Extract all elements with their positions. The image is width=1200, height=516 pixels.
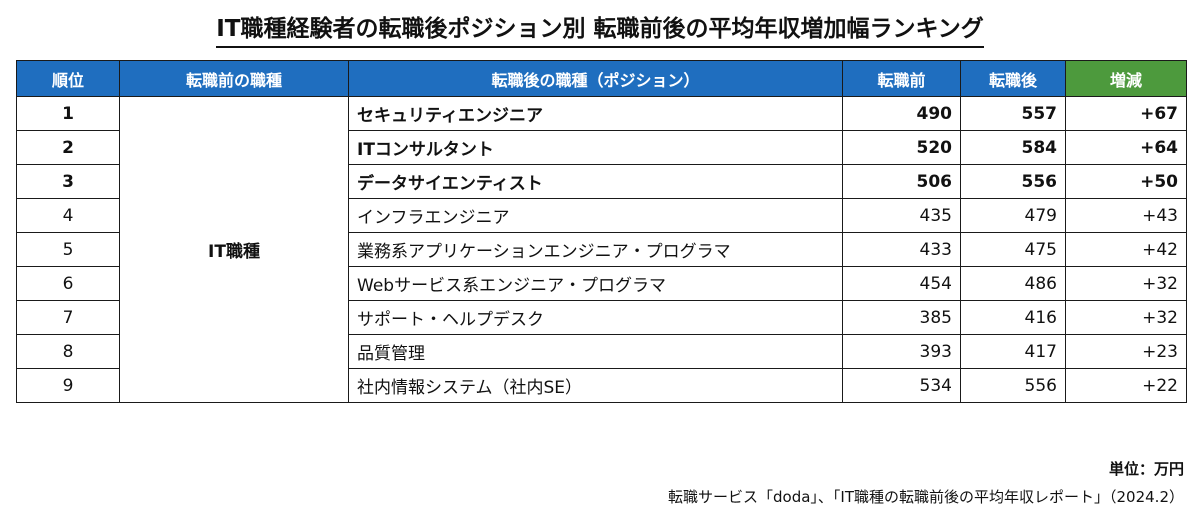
rank-cell: 4 [16,198,120,233]
after-salary-cell: 475 [960,232,1066,267]
before-salary-cell: 385 [842,300,961,335]
after-salary-cell: 417 [960,334,1066,369]
rank-cell: 6 [16,266,120,301]
rank-cell: 7 [16,300,120,335]
table-row: 6 Webサービス系エンジニア・プログラマ 454 486 +32 [16,266,1187,301]
rank-cell: 2 [16,130,120,165]
diff-cell: +32 [1065,266,1187,301]
table-row: 3 データサイエンティスト 506 556 +50 [16,164,1187,199]
after-salary-cell: 479 [960,198,1066,233]
position-cell: Webサービス系エンジニア・プログラマ [348,266,843,301]
header-diff: 増減 [1065,60,1187,97]
rank-cell: 8 [16,334,120,369]
rank-cell: 3 [16,164,120,199]
previous-job-cell: IT職種 [119,96,349,403]
before-salary-cell: 435 [842,198,961,233]
rank-cell: 5 [16,232,120,267]
after-salary-cell: 556 [960,368,1066,403]
position-cell: 社内情報システム（社内SE） [348,368,843,403]
header-rank: 順位 [16,60,120,97]
diff-cell: +23 [1065,334,1187,369]
diff-cell: +42 [1065,232,1187,267]
diff-cell: +43 [1065,198,1187,233]
source-note: 転職サービス「doda」、「IT職種の転職前後の平均年収レポート」（2024.2… [668,488,1184,506]
diff-cell: +22 [1065,368,1187,403]
before-salary-cell: 520 [842,130,961,165]
table-row: 5 業務系アプリケーションエンジニア・プログラマ 433 475 +42 [16,232,1187,267]
table-row: 2 ITコンサルタント 520 584 +64 [16,130,1187,165]
before-salary-cell: 454 [842,266,961,301]
position-cell: データサイエンティスト [348,164,843,199]
rank-cell: 9 [16,368,120,403]
header-after: 転職後 [960,60,1066,97]
before-salary-cell: 393 [842,334,961,369]
header-previous-job: 転職前の職種 [119,60,349,97]
position-cell: サポート・ヘルプデスク [348,300,843,335]
position-cell: 品質管理 [348,334,843,369]
position-cell: ITコンサルタント [348,130,843,165]
position-cell: セキュリティエンジニア [348,96,843,131]
after-salary-cell: 557 [960,96,1066,131]
diff-cell: +67 [1065,96,1187,131]
table-header-row: 順位 転職前の職種 転職後の職種（ポジション） 転職前 転職後 増減 [16,60,1187,97]
ranking-table: 順位 転職前の職種 転職後の職種（ポジション） 転職前 転職後 増減 1 IT職種… [16,60,1187,403]
table-row: 7 サポート・ヘルプデスク 385 416 +32 [16,300,1187,335]
after-salary-cell: 486 [960,266,1066,301]
before-salary-cell: 534 [842,368,961,403]
after-salary-cell: 556 [960,164,1066,199]
after-salary-cell: 416 [960,300,1066,335]
rank-cell: 1 [16,96,120,131]
diff-cell: +64 [1065,130,1187,165]
chart-title: IT職種経験者の転職後ポジション別 転職前後の平均年収増加幅ランキング [0,14,1200,48]
before-salary-cell: 506 [842,164,961,199]
table-row: 9 社内情報システム（社内SE） 534 556 +22 [16,368,1187,403]
position-cell: 業務系アプリケーションエンジニア・プログラマ [348,232,843,267]
after-salary-cell: 584 [960,130,1066,165]
chart-title-text: IT職種経験者の転職後ポジション別 転職前後の平均年収増加幅ランキング [216,14,984,48]
unit-label: 単位：万円 [1108,460,1184,478]
table-body: 1 IT職種 セキュリティエンジニア 490 557 +67 2 ITコンサルタント 520 58… [16,96,1187,403]
header-before: 転職前 [842,60,961,97]
before-salary-cell: 433 [842,232,961,267]
diff-cell: +32 [1065,300,1187,335]
before-salary-cell: 490 [842,96,961,131]
diff-cell: +50 [1065,164,1187,199]
table-row: 1 IT職種 セキュリティエンジニア 490 557 +67 [16,96,1187,403]
position-cell: インフラエンジニア [348,198,843,233]
header-new-position: 転職後の職種（ポジション） [348,60,843,97]
table-row: 4 インフラエンジニア 435 479 +43 [16,198,1187,233]
